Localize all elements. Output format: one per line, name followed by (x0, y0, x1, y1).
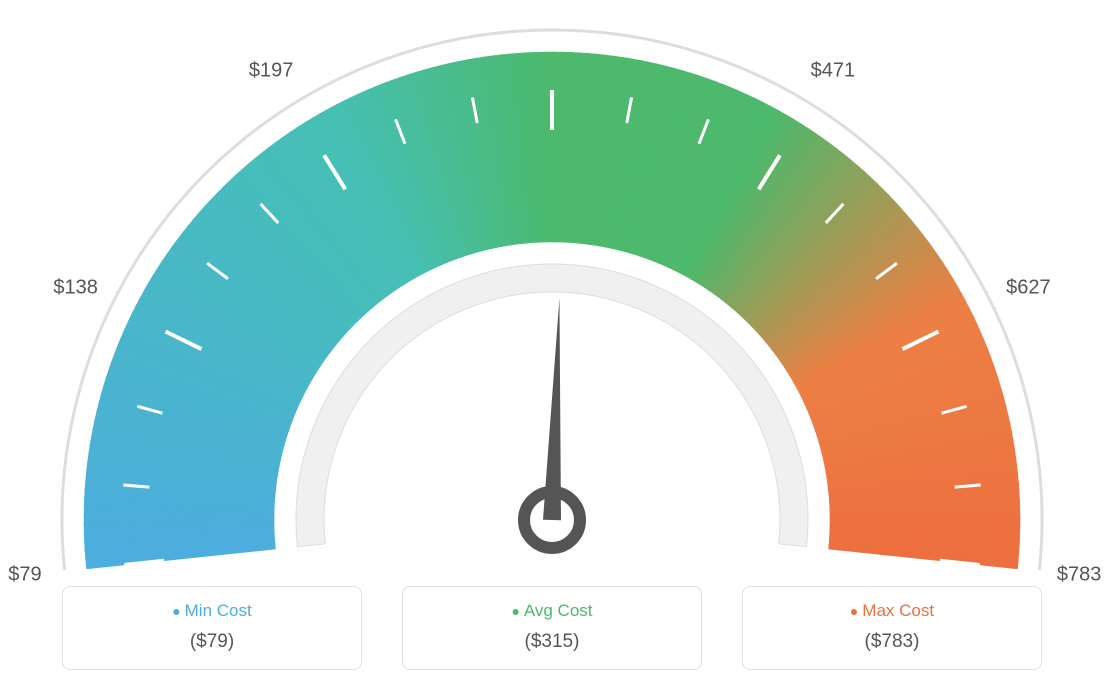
gauge-scale-label: $627 (1006, 276, 1051, 299)
gauge-scale-label: $79 (8, 564, 41, 587)
legend-value-avg: ($315) (413, 631, 691, 653)
gauge-scale-label: $138 (53, 276, 98, 299)
legend-row: Min Cost ($79) Avg Cost ($315) Max Cost … (0, 586, 1104, 670)
legend-card-avg: Avg Cost ($315) (402, 586, 702, 670)
gauge-svg (0, 10, 1104, 570)
legend-value-min: ($79) (73, 631, 351, 653)
legend-card-max: Max Cost ($783) (742, 586, 1042, 670)
gauge-scale-label: $197 (249, 59, 294, 82)
gauge-chart: $79$138$197$315$471$627$783 (0, 0, 1104, 560)
legend-title-min: Min Cost (73, 601, 351, 621)
gauge-scale-label: $783 (1057, 564, 1102, 587)
gauge-scale-label: $471 (811, 59, 856, 82)
legend-title-avg: Avg Cost (413, 601, 691, 621)
legend-title-max: Max Cost (753, 601, 1031, 621)
legend-value-max: ($783) (753, 631, 1031, 653)
gauge-scale-label: $315 (530, 0, 575, 2)
legend-card-min: Min Cost ($79) (62, 586, 362, 670)
